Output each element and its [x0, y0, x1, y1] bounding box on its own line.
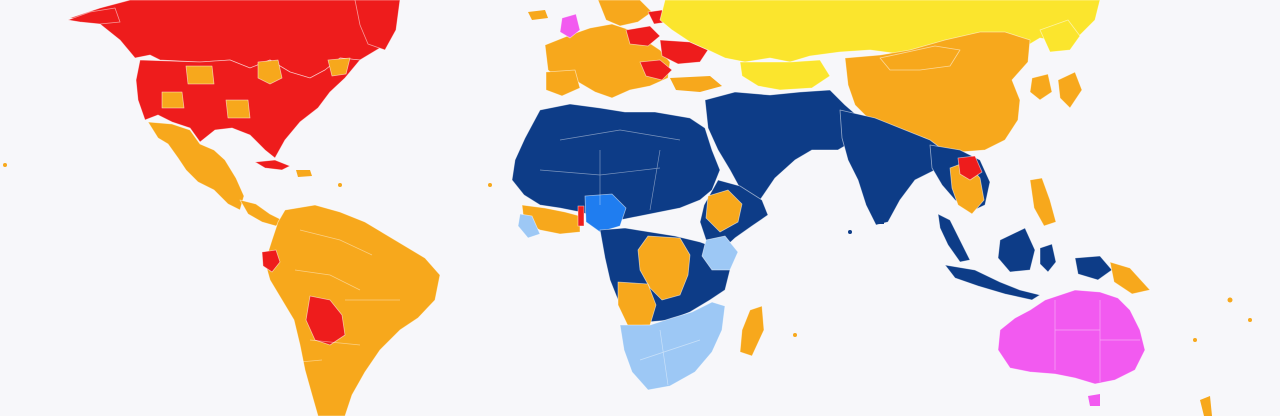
region-us-orange-states-west[interactable] [185, 65, 215, 85]
region-new-zealand[interactable] [1200, 396, 1212, 416]
region-us-orange-states-center[interactable] [161, 91, 185, 109]
region-maldives-island[interactable] [848, 230, 852, 234]
region-pacific-island-2[interactable] [1248, 318, 1252, 322]
region-southern-africa[interactable] [619, 301, 726, 391]
region-uk[interactable] [559, 13, 581, 39]
region-north-africa[interactable] [511, 103, 721, 221]
region-philippines[interactable] [1029, 177, 1057, 227]
region-sulawesi[interactable] [1039, 243, 1057, 273]
region-caribbean-island[interactable] [338, 183, 342, 187]
region-us-orange-states-east[interactable] [257, 59, 283, 85]
region-south-america[interactable] [264, 204, 441, 416]
region-nigeria[interactable] [584, 193, 627, 233]
region-laos[interactable] [957, 155, 983, 181]
region-poland[interactable] [625, 25, 661, 47]
region-us-orange-states-south[interactable] [225, 99, 251, 119]
region-west-africa-lightblue[interactable] [517, 213, 541, 239]
region-africa-borders [539, 129, 701, 386]
region-sri-lanka[interactable] [876, 212, 884, 224]
region-mongolia[interactable] [879, 45, 961, 71]
region-iceland[interactable] [528, 10, 548, 20]
region-borneo[interactable] [997, 227, 1036, 273]
region-east-africa-lightblue[interactable] [701, 235, 739, 271]
region-india[interactable] [839, 109, 951, 226]
region-scandinavia[interactable] [597, 0, 653, 27]
region-indonesia-west[interactable] [944, 264, 1041, 301]
region-maritime-canada[interactable] [327, 57, 351, 77]
region-indian-ocean-island[interactable] [793, 333, 797, 337]
region-madagascar[interactable] [739, 305, 765, 357]
region-atlantic-island[interactable] [488, 183, 492, 187]
region-bolivia[interactable] [305, 295, 346, 346]
region-new-guinea-west[interactable] [1074, 255, 1113, 281]
region-hawaii-island[interactable] [3, 163, 7, 167]
region-kazakhstan[interactable] [739, 59, 831, 91]
region-greenland-coast[interactable] [354, 0, 401, 51]
region-south-america-borders [294, 229, 400, 363]
region-iberia[interactable] [545, 69, 581, 97]
region-papua-new-guinea[interactable] [1109, 261, 1151, 295]
region-malay-peninsula[interactable] [937, 213, 971, 263]
region-alaska[interactable] [67, 7, 121, 25]
region-togo[interactable] [577, 205, 585, 227]
region-congo-drc[interactable] [637, 235, 691, 301]
region-cyprus-turkey[interactable] [670, 76, 722, 92]
region-hispaniola[interactable] [296, 170, 312, 177]
region-ethiopia[interactable] [705, 189, 743, 233]
region-middle-east[interactable] [704, 89, 861, 201]
region-australia[interactable] [997, 289, 1146, 385]
region-balkans[interactable] [639, 59, 673, 81]
region-ecuador[interactable] [261, 249, 281, 273]
region-mexico[interactable] [147, 121, 245, 211]
region-cuba[interactable] [254, 159, 291, 171]
region-tasmania[interactable] [1088, 394, 1100, 406]
region-pacific-island-1[interactable] [1227, 297, 1233, 303]
region-pacific-island-3[interactable] [1193, 338, 1197, 342]
region-korea-japan[interactable] [1029, 71, 1083, 109]
region-australia-borders [1054, 300, 1140, 382]
region-far-east-coast[interactable] [1039, 19, 1081, 53]
